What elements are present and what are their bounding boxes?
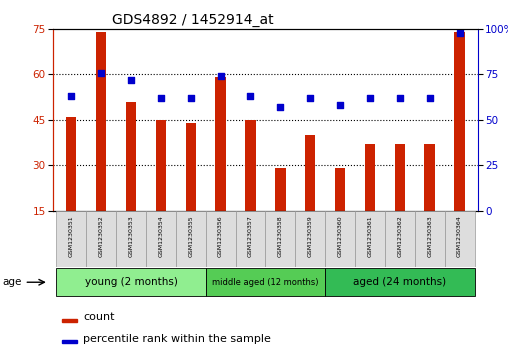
Bar xyxy=(185,123,196,211)
Point xyxy=(336,102,344,108)
Bar xyxy=(86,211,116,267)
Point xyxy=(127,77,135,83)
Text: middle aged (12 months): middle aged (12 months) xyxy=(212,278,319,287)
Bar xyxy=(454,32,465,211)
Bar xyxy=(215,77,226,211)
Text: GSM1230353: GSM1230353 xyxy=(129,215,134,257)
Text: GSM1230364: GSM1230364 xyxy=(457,215,462,257)
Bar xyxy=(236,211,265,267)
Text: GSM1230357: GSM1230357 xyxy=(248,215,253,257)
Text: age: age xyxy=(3,277,22,287)
Bar xyxy=(66,117,77,211)
Text: GSM1230351: GSM1230351 xyxy=(69,215,74,257)
Bar xyxy=(206,268,325,297)
Point xyxy=(456,30,464,36)
Text: GSM1230358: GSM1230358 xyxy=(278,215,283,257)
Point xyxy=(186,95,195,101)
Text: GSM1230362: GSM1230362 xyxy=(397,215,402,257)
Bar xyxy=(155,120,166,211)
Bar xyxy=(415,211,444,267)
Point xyxy=(306,95,314,101)
Bar xyxy=(62,340,77,343)
Bar xyxy=(176,211,206,267)
Bar xyxy=(265,211,295,267)
Text: percentile rank within the sample: percentile rank within the sample xyxy=(83,334,271,343)
Point xyxy=(426,95,434,101)
Bar xyxy=(425,144,435,211)
Bar xyxy=(325,268,474,297)
Point xyxy=(157,95,165,101)
Bar xyxy=(56,211,86,267)
Bar xyxy=(444,211,474,267)
Bar xyxy=(385,211,415,267)
Bar xyxy=(126,102,136,211)
Bar xyxy=(116,211,146,267)
Text: young (2 months): young (2 months) xyxy=(84,277,177,287)
Bar xyxy=(206,211,236,267)
Bar xyxy=(96,32,106,211)
Bar xyxy=(395,144,405,211)
Text: GSM1230360: GSM1230360 xyxy=(338,215,342,257)
Point xyxy=(67,93,75,99)
Point xyxy=(276,104,284,110)
Bar xyxy=(146,211,176,267)
Bar xyxy=(335,168,345,211)
Text: GSM1230355: GSM1230355 xyxy=(188,215,193,257)
Text: GSM1230356: GSM1230356 xyxy=(218,215,223,257)
Bar xyxy=(62,319,77,322)
Text: GDS4892 / 1452914_at: GDS4892 / 1452914_at xyxy=(112,13,274,27)
Text: GSM1230363: GSM1230363 xyxy=(427,215,432,257)
Text: count: count xyxy=(83,312,114,322)
Text: GSM1230361: GSM1230361 xyxy=(367,215,372,257)
Bar xyxy=(245,120,256,211)
Bar xyxy=(325,211,355,267)
Point xyxy=(97,70,105,76)
Bar xyxy=(275,168,285,211)
Bar xyxy=(56,268,206,297)
Bar xyxy=(355,211,385,267)
Text: aged (24 months): aged (24 months) xyxy=(353,277,447,287)
Point xyxy=(246,93,255,99)
Bar xyxy=(365,144,375,211)
Text: GSM1230352: GSM1230352 xyxy=(99,215,104,257)
Text: GSM1230354: GSM1230354 xyxy=(158,215,164,257)
Point xyxy=(216,73,225,79)
Bar xyxy=(305,135,315,211)
Point xyxy=(366,95,374,101)
Text: GSM1230359: GSM1230359 xyxy=(308,215,313,257)
Bar xyxy=(295,211,325,267)
Point xyxy=(396,95,404,101)
